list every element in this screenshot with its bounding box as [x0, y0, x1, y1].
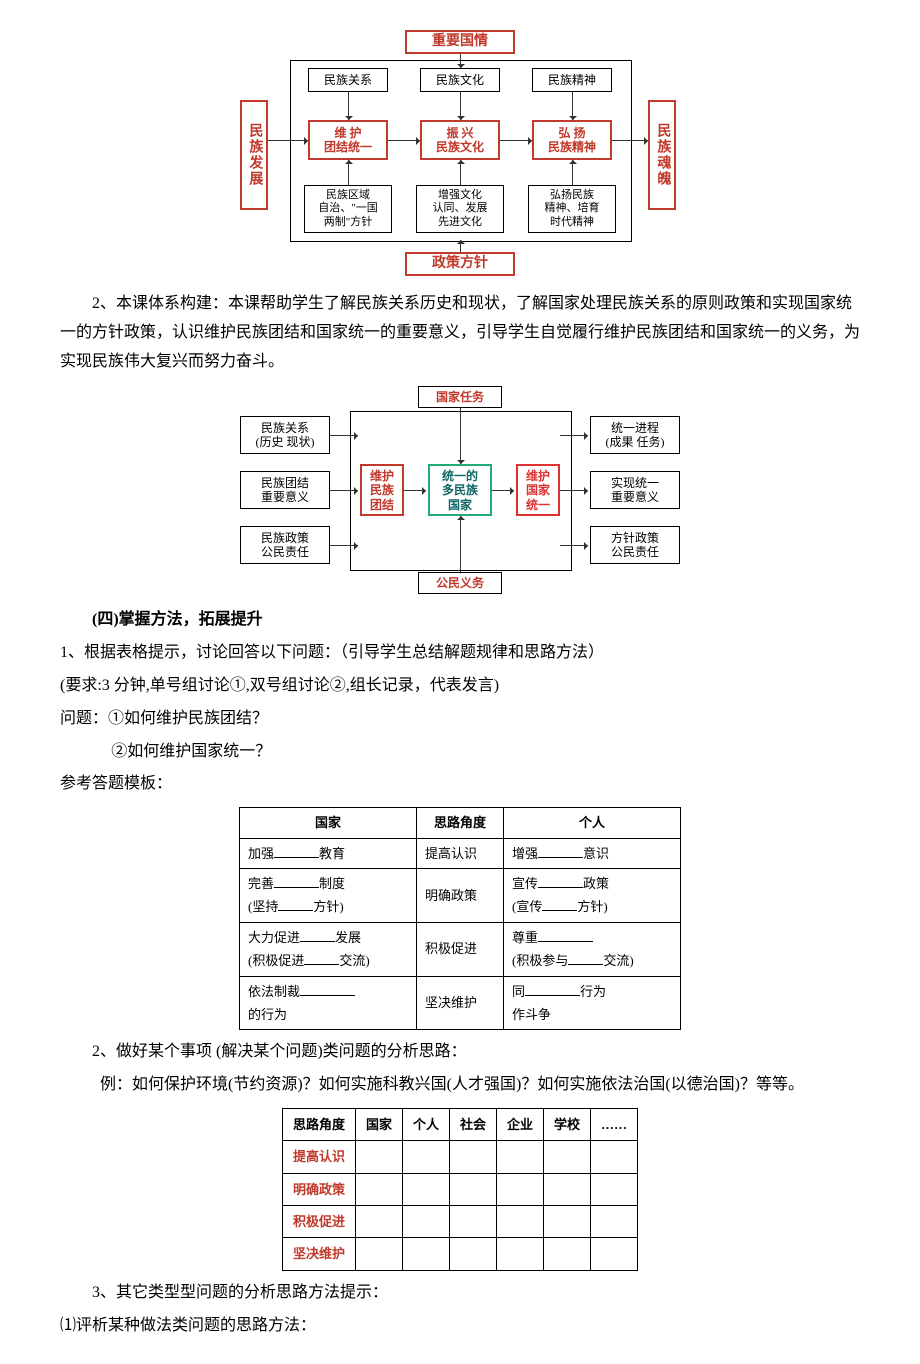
- d1-top: 重要国情: [405, 30, 515, 54]
- t2-h4: 企业: [497, 1108, 544, 1140]
- t2-h3: 社会: [450, 1108, 497, 1140]
- table-row: 思路角度 国家 个人 社会 企业 学校 ……: [282, 1108, 637, 1140]
- d1-r2c3: 弘 扬 民族精神: [532, 120, 612, 160]
- table-row: 积极促进: [282, 1206, 637, 1238]
- blank: [525, 983, 580, 996]
- blank: [538, 845, 583, 858]
- template-label: 参考答题模板：: [60, 770, 860, 799]
- q1-intro: 1、根据表格提示，讨论回答以下问题：（引导学生总结解题规律和思路方法）: [60, 639, 860, 668]
- table-row: 依法制裁的行为 坚决维护 同行为作斗争: [240, 976, 681, 1030]
- d1-left: 民族发展: [240, 100, 268, 210]
- d1-r2c2: 振 兴 民族文化: [420, 120, 500, 160]
- blank: [304, 952, 339, 965]
- t1-h3: 个人: [504, 808, 681, 838]
- q3-text: 3、其它类型型问题的分析思路方法提示：: [60, 1279, 860, 1308]
- text1: 2、本课体系构建：本课帮助学生了解民族关系历史和现状，了解国家处理民族关系的原则…: [60, 290, 860, 376]
- diagram1-container: 重要国情 政策方针 民族发展 民族魂魄 民族关系 民族文化 民族精神 维 护 团…: [60, 30, 860, 280]
- d1-r1c3: 民族精神: [532, 68, 612, 92]
- d2-leftmid: 维护 民族 团结: [360, 464, 404, 516]
- d1-r3c1: 民族区域 自治、"一国 两制"方针: [304, 185, 392, 233]
- t2-h2: 个人: [402, 1108, 449, 1140]
- d2-bottom: 公民义务: [418, 572, 502, 594]
- q3-sub1: ⑴评析某种做法类问题的思路方法：: [60, 1312, 860, 1341]
- t1-h1: 国家: [240, 808, 417, 838]
- blank: [568, 952, 603, 965]
- t1-h2: 思路角度: [417, 808, 504, 838]
- t2-h6: ……: [591, 1108, 638, 1140]
- answer-template-table: 国家 思路角度 个人 加强教育 提高认识 增强意识 完善制度(坚持方针) 明确政…: [239, 807, 681, 1030]
- t2-h5: 学校: [544, 1108, 591, 1140]
- table-row: 完善制度(坚持方针) 明确政策 宣传政策(宣传方针): [240, 868, 681, 922]
- table-row: 坚决维护: [282, 1238, 637, 1270]
- d1-bottom: 政策方针: [405, 252, 515, 276]
- d1-r3c2: 增强文化 认同、发展 先进文化: [416, 185, 504, 233]
- d2-lb3: 民族政策 公民责任: [240, 526, 330, 564]
- q1-item2: ②如何维护国家统一？: [60, 738, 860, 767]
- diagram2-container: 国家任务 公民义务 统一的 多民族 国家 维护 民族 团结 维护 国家 统一 民…: [60, 386, 860, 596]
- section4-title: (四)掌握方法，拓展提升: [60, 606, 860, 635]
- diagram2: 国家任务 公民义务 统一的 多民族 国家 维护 民族 团结 维护 国家 统一 民…: [240, 386, 680, 596]
- d2-rb2: 实现统一 重要意义: [590, 471, 680, 509]
- d2-rb1: 统一进程 (成果 任务): [590, 416, 680, 454]
- blank: [542, 898, 577, 911]
- q1-label: 问题：: [60, 710, 108, 727]
- d2-lb1: 民族关系 (历史 现状): [240, 416, 330, 454]
- table-row: 加强教育 提高认识 增强意识: [240, 838, 681, 868]
- table-row: 国家 思路角度 个人: [240, 808, 681, 838]
- diagram1: 重要国情 政策方针 民族发展 民族魂魄 民族关系 民族文化 民族精神 维 护 团…: [240, 30, 680, 280]
- d2-top: 国家任务: [418, 386, 502, 408]
- blank: [538, 875, 583, 888]
- t2-h0: 思路角度: [282, 1108, 355, 1140]
- table-row: 提高认识: [282, 1141, 637, 1173]
- table-row: 大力促进发展(积极促进交流) 积极促进 尊重(积极参与交流): [240, 922, 681, 976]
- q2-text: 2、做好某个事项 (解决某个问题)类问题的分析思路：: [60, 1038, 860, 1067]
- d2-rightmid: 维护 国家 统一: [516, 464, 560, 516]
- d1-r1c1: 民族关系: [308, 68, 388, 92]
- q1-block: 问题：①如何维护民族团结？: [60, 705, 860, 734]
- q2-example: 例：如何保护环境(节约资源)？如何实施科教兴国(人才强国)？如何实施依法治国(以…: [60, 1071, 860, 1100]
- q1-req: (要求:3 分钟,单号组讨论①,双号组讨论②,组长记录，代表发言): [60, 672, 860, 701]
- blank: [300, 929, 335, 942]
- table-row: 明确政策: [282, 1173, 637, 1205]
- d1-r3c3: 弘扬民族 精神、培育 时代精神: [528, 185, 616, 233]
- d1-r2c1: 维 护 团结统一: [308, 120, 388, 160]
- blank: [274, 845, 319, 858]
- d1-right: 民族魂魄: [648, 100, 676, 210]
- blank: [538, 929, 593, 942]
- d2-lb2: 民族团结 重要意义: [240, 471, 330, 509]
- d2-rb3: 方针政策 公民责任: [590, 526, 680, 564]
- t2-h1: 国家: [355, 1108, 402, 1140]
- blank: [278, 898, 313, 911]
- blank: [274, 875, 319, 888]
- blank: [300, 983, 355, 996]
- q1-item1: ①如何维护民族团结？: [108, 710, 268, 727]
- d2-center: 统一的 多民族 国家: [428, 464, 492, 516]
- analysis-matrix-table: 思路角度 国家 个人 社会 企业 学校 …… 提高认识 明确政策 积极促进 坚决…: [282, 1108, 638, 1271]
